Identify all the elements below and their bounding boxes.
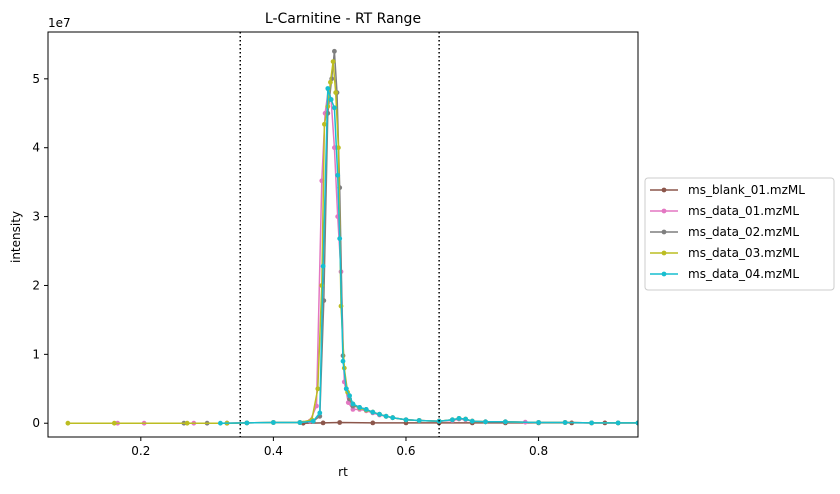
series-5-point <box>343 386 349 392</box>
series-5-point <box>347 393 352 399</box>
y-tick-label: 5 <box>32 72 40 86</box>
series-5-point <box>357 405 362 410</box>
x-axis-label: rt <box>338 465 348 479</box>
y-multiplier-label: 1e7 <box>48 16 71 30</box>
legend-marker-1 <box>661 187 667 193</box>
series-5-point <box>450 417 455 423</box>
series-4-point <box>328 79 333 85</box>
plot-area: 0.2 0.4 0.6 0.8 0 1 2 3 4 5 <box>32 31 639 458</box>
series-2-point <box>350 407 356 412</box>
series-4-point <box>315 386 321 392</box>
legend-marker-5 <box>661 271 667 277</box>
series-5-point <box>503 419 508 425</box>
series-5-point <box>310 418 316 424</box>
series-5-point <box>370 409 376 415</box>
y-tick-label: 1 <box>32 347 40 361</box>
legend-label-1: ms_blank_01.mzML <box>688 183 805 197</box>
legend: ms_blank_01.mzML ms_data_01.mzML ms_data_0… <box>644 177 835 291</box>
series-5-point <box>383 413 389 419</box>
legend-label-3: ms_data_02.mzML <box>688 225 799 239</box>
series-4-point <box>184 420 190 426</box>
series-line-5 <box>220 87 638 424</box>
series-4-point <box>322 121 327 127</box>
series-5-point <box>337 236 343 242</box>
plot-frame <box>47 31 639 438</box>
legend-label-5: ms_data_04.mzML <box>688 267 799 281</box>
series-5-point <box>350 401 356 407</box>
legend-marker-4 <box>661 250 667 256</box>
y-axis-label: intensity <box>9 211 23 263</box>
x-tick-label: 0.2 <box>131 444 150 458</box>
series-5-point <box>416 418 422 423</box>
series-5-point <box>562 420 568 425</box>
series-5-point <box>483 419 488 425</box>
series-5-point <box>390 415 396 421</box>
chart-title: L-Carnitine - RT Range <box>265 11 421 27</box>
series-group <box>65 48 638 426</box>
series-5-point <box>469 418 475 424</box>
series-5-point <box>332 105 337 111</box>
series-4-point <box>65 420 71 426</box>
series-4-point <box>111 420 117 426</box>
series-5-point <box>271 420 276 425</box>
y-tick-label: 0 <box>32 416 40 430</box>
x-tick-label: 0.4 <box>264 444 283 458</box>
series-5-point <box>328 97 334 102</box>
series-5-point <box>463 416 468 422</box>
series-5-point <box>317 410 323 416</box>
series-5-point <box>589 420 594 426</box>
series-5-point <box>536 420 541 425</box>
series-5-point <box>218 420 223 426</box>
legend-label-2: ms_data_01.mzML <box>688 204 799 218</box>
series-5-point <box>635 420 638 426</box>
series-4-point <box>336 145 341 151</box>
series-5-point <box>340 358 346 364</box>
series-4-point <box>319 283 325 288</box>
y-tick-label: 2 <box>32 278 40 292</box>
series-5-point <box>456 416 462 421</box>
series-5-point <box>403 417 409 423</box>
legend-box <box>644 177 835 291</box>
series-5-point <box>297 420 303 425</box>
series-5-point <box>320 263 326 269</box>
y-tick-label: 4 <box>32 141 40 155</box>
series-4-point <box>333 90 339 95</box>
series-5-point <box>363 407 369 412</box>
series-1-point <box>370 420 376 426</box>
series-5-point <box>615 420 621 426</box>
x-tick-label: 0.8 <box>529 444 548 458</box>
series-4-point <box>330 59 336 64</box>
series-5-point <box>244 420 250 426</box>
series-5-point <box>335 172 341 178</box>
legend-marker-3 <box>661 229 667 235</box>
series-1-point <box>320 420 326 426</box>
legend-label-4: ms_data_03.mzML <box>688 246 799 260</box>
series-5-point <box>325 86 331 91</box>
x-tick-label: 0.6 <box>396 444 415 458</box>
series-5-point <box>377 411 382 417</box>
series-1-point <box>337 420 343 425</box>
legend-marker-2 <box>661 208 667 214</box>
y-tick-label: 3 <box>32 210 40 224</box>
series-3-point <box>332 48 337 54</box>
